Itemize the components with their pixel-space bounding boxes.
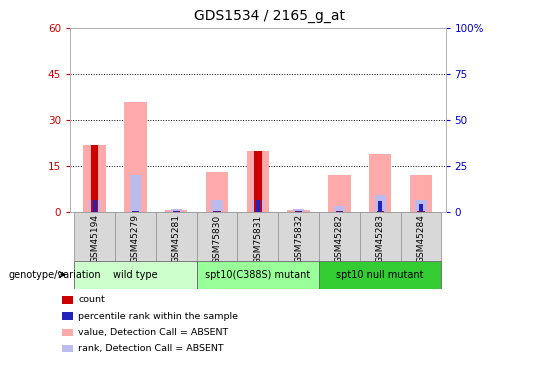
Bar <box>124 102 147 212</box>
Text: value, Detection Call = ABSENT: value, Detection Call = ABSENT <box>78 328 228 337</box>
Text: GSM45281: GSM45281 <box>172 214 181 263</box>
Bar <box>91 144 98 212</box>
Text: spt10(C388S) mutant: spt10(C388S) mutant <box>205 270 310 280</box>
Bar <box>130 175 141 212</box>
Bar <box>174 211 178 212</box>
Text: GSM45194: GSM45194 <box>90 214 99 263</box>
Bar <box>197 212 238 261</box>
Text: GSM45283: GSM45283 <box>376 214 384 263</box>
Bar <box>328 175 350 212</box>
Text: wild type: wild type <box>113 270 158 280</box>
Bar <box>171 209 182 212</box>
Text: GSM75832: GSM75832 <box>294 214 303 263</box>
Bar <box>206 172 228 212</box>
Bar <box>256 200 260 212</box>
Bar <box>295 211 302 212</box>
Bar <box>213 211 221 212</box>
Bar <box>410 175 432 212</box>
Bar <box>278 212 319 261</box>
Bar <box>115 212 156 261</box>
Bar <box>419 204 423 212</box>
Bar <box>247 151 269 212</box>
Bar <box>75 212 115 261</box>
Bar <box>211 200 223 212</box>
Text: GSM45284: GSM45284 <box>416 214 426 263</box>
Bar <box>84 144 106 212</box>
Bar <box>376 211 384 212</box>
Bar <box>401 212 441 261</box>
Text: GSM45279: GSM45279 <box>131 214 140 263</box>
Bar <box>132 211 139 212</box>
Bar <box>336 211 343 212</box>
Bar <box>215 211 219 212</box>
Bar <box>293 209 305 212</box>
Text: GSM45282: GSM45282 <box>335 214 344 263</box>
Text: genotype/variation: genotype/variation <box>8 270 101 279</box>
Bar <box>197 261 319 289</box>
Bar <box>338 211 341 212</box>
Bar <box>417 211 424 212</box>
Bar <box>156 212 197 261</box>
Bar <box>375 195 386 212</box>
Bar <box>287 210 310 212</box>
Bar <box>415 200 427 212</box>
Text: GSM75831: GSM75831 <box>253 214 262 264</box>
Bar <box>378 201 382 212</box>
Bar <box>252 200 264 212</box>
Text: count: count <box>78 296 105 304</box>
Bar <box>238 212 278 261</box>
Bar <box>165 210 187 212</box>
Bar <box>296 211 301 212</box>
Bar <box>369 154 392 212</box>
Bar <box>360 212 401 261</box>
Text: rank, Detection Call = ABSENT: rank, Detection Call = ABSENT <box>78 344 224 353</box>
Bar <box>93 200 97 212</box>
Bar <box>319 212 360 261</box>
Text: percentile rank within the sample: percentile rank within the sample <box>78 312 238 321</box>
Bar <box>75 261 197 289</box>
Text: GSM75830: GSM75830 <box>213 214 221 264</box>
Bar <box>254 151 261 212</box>
Bar <box>334 206 345 212</box>
Text: spt10 null mutant: spt10 null mutant <box>336 270 424 280</box>
Bar <box>133 211 138 212</box>
Bar <box>173 211 180 212</box>
Text: GDS1534 / 2165_g_at: GDS1534 / 2165_g_at <box>194 9 346 23</box>
Bar <box>89 200 100 212</box>
Bar <box>319 261 441 289</box>
